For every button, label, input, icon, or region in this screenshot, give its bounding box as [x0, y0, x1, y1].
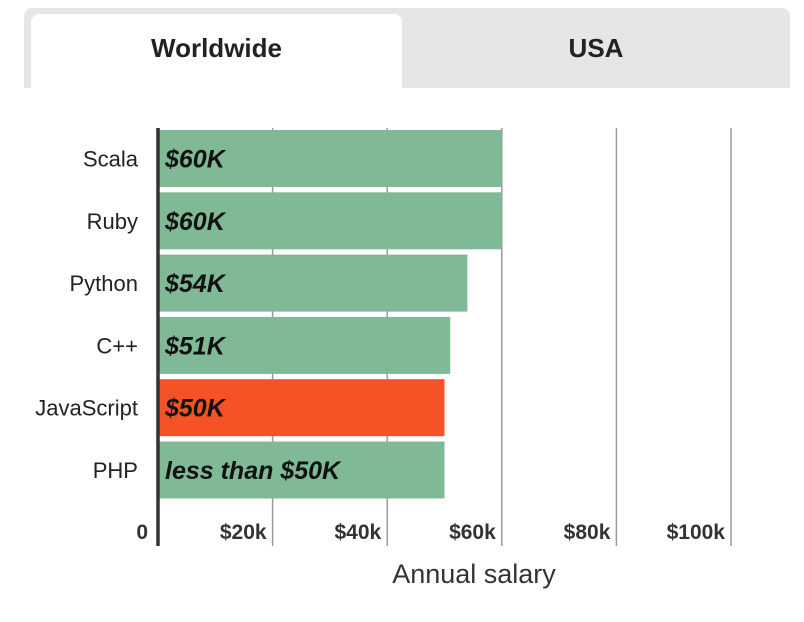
x-tick-label: $20k	[220, 521, 267, 544]
x-axis-title: Annual salary	[392, 559, 556, 589]
category-label: C++	[96, 333, 138, 358]
bar	[158, 441, 445, 499]
data-label: $51K	[164, 332, 227, 360]
x-tick-label: 0	[136, 521, 148, 544]
bars	[158, 130, 502, 499]
data-label: $50K	[164, 395, 227, 423]
bar	[158, 192, 502, 250]
x-tick-label: $60k	[449, 521, 496, 544]
data-label: less than $50K	[165, 457, 342, 485]
bar	[158, 254, 468, 312]
category-label: Python	[70, 271, 139, 296]
category-label: PHP	[93, 458, 138, 483]
labels: 0 $20k $40k $60k $80k $100k Scala $60K Ruby $60K P…	[35, 146, 725, 545]
tab-usa[interactable]: USA	[568, 32, 624, 63]
data-label: $60K	[164, 208, 227, 236]
region-tabs: Worldwide USA	[24, 8, 790, 88]
category-label: Scala	[83, 147, 139, 172]
data-label: $60K	[164, 146, 227, 174]
category-label: Ruby	[87, 209, 138, 234]
bar	[158, 379, 445, 437]
x-tick-label: $40k	[334, 521, 381, 544]
category-label: JavaScript	[35, 396, 138, 421]
data-label: $54K	[164, 270, 227, 298]
tab-worldwide[interactable]: Worldwide	[31, 14, 402, 88]
x-tick-label: $100k	[667, 521, 726, 544]
x-tick-label: $80k	[564, 521, 611, 544]
bar	[158, 316, 451, 374]
bar	[158, 130, 502, 187]
